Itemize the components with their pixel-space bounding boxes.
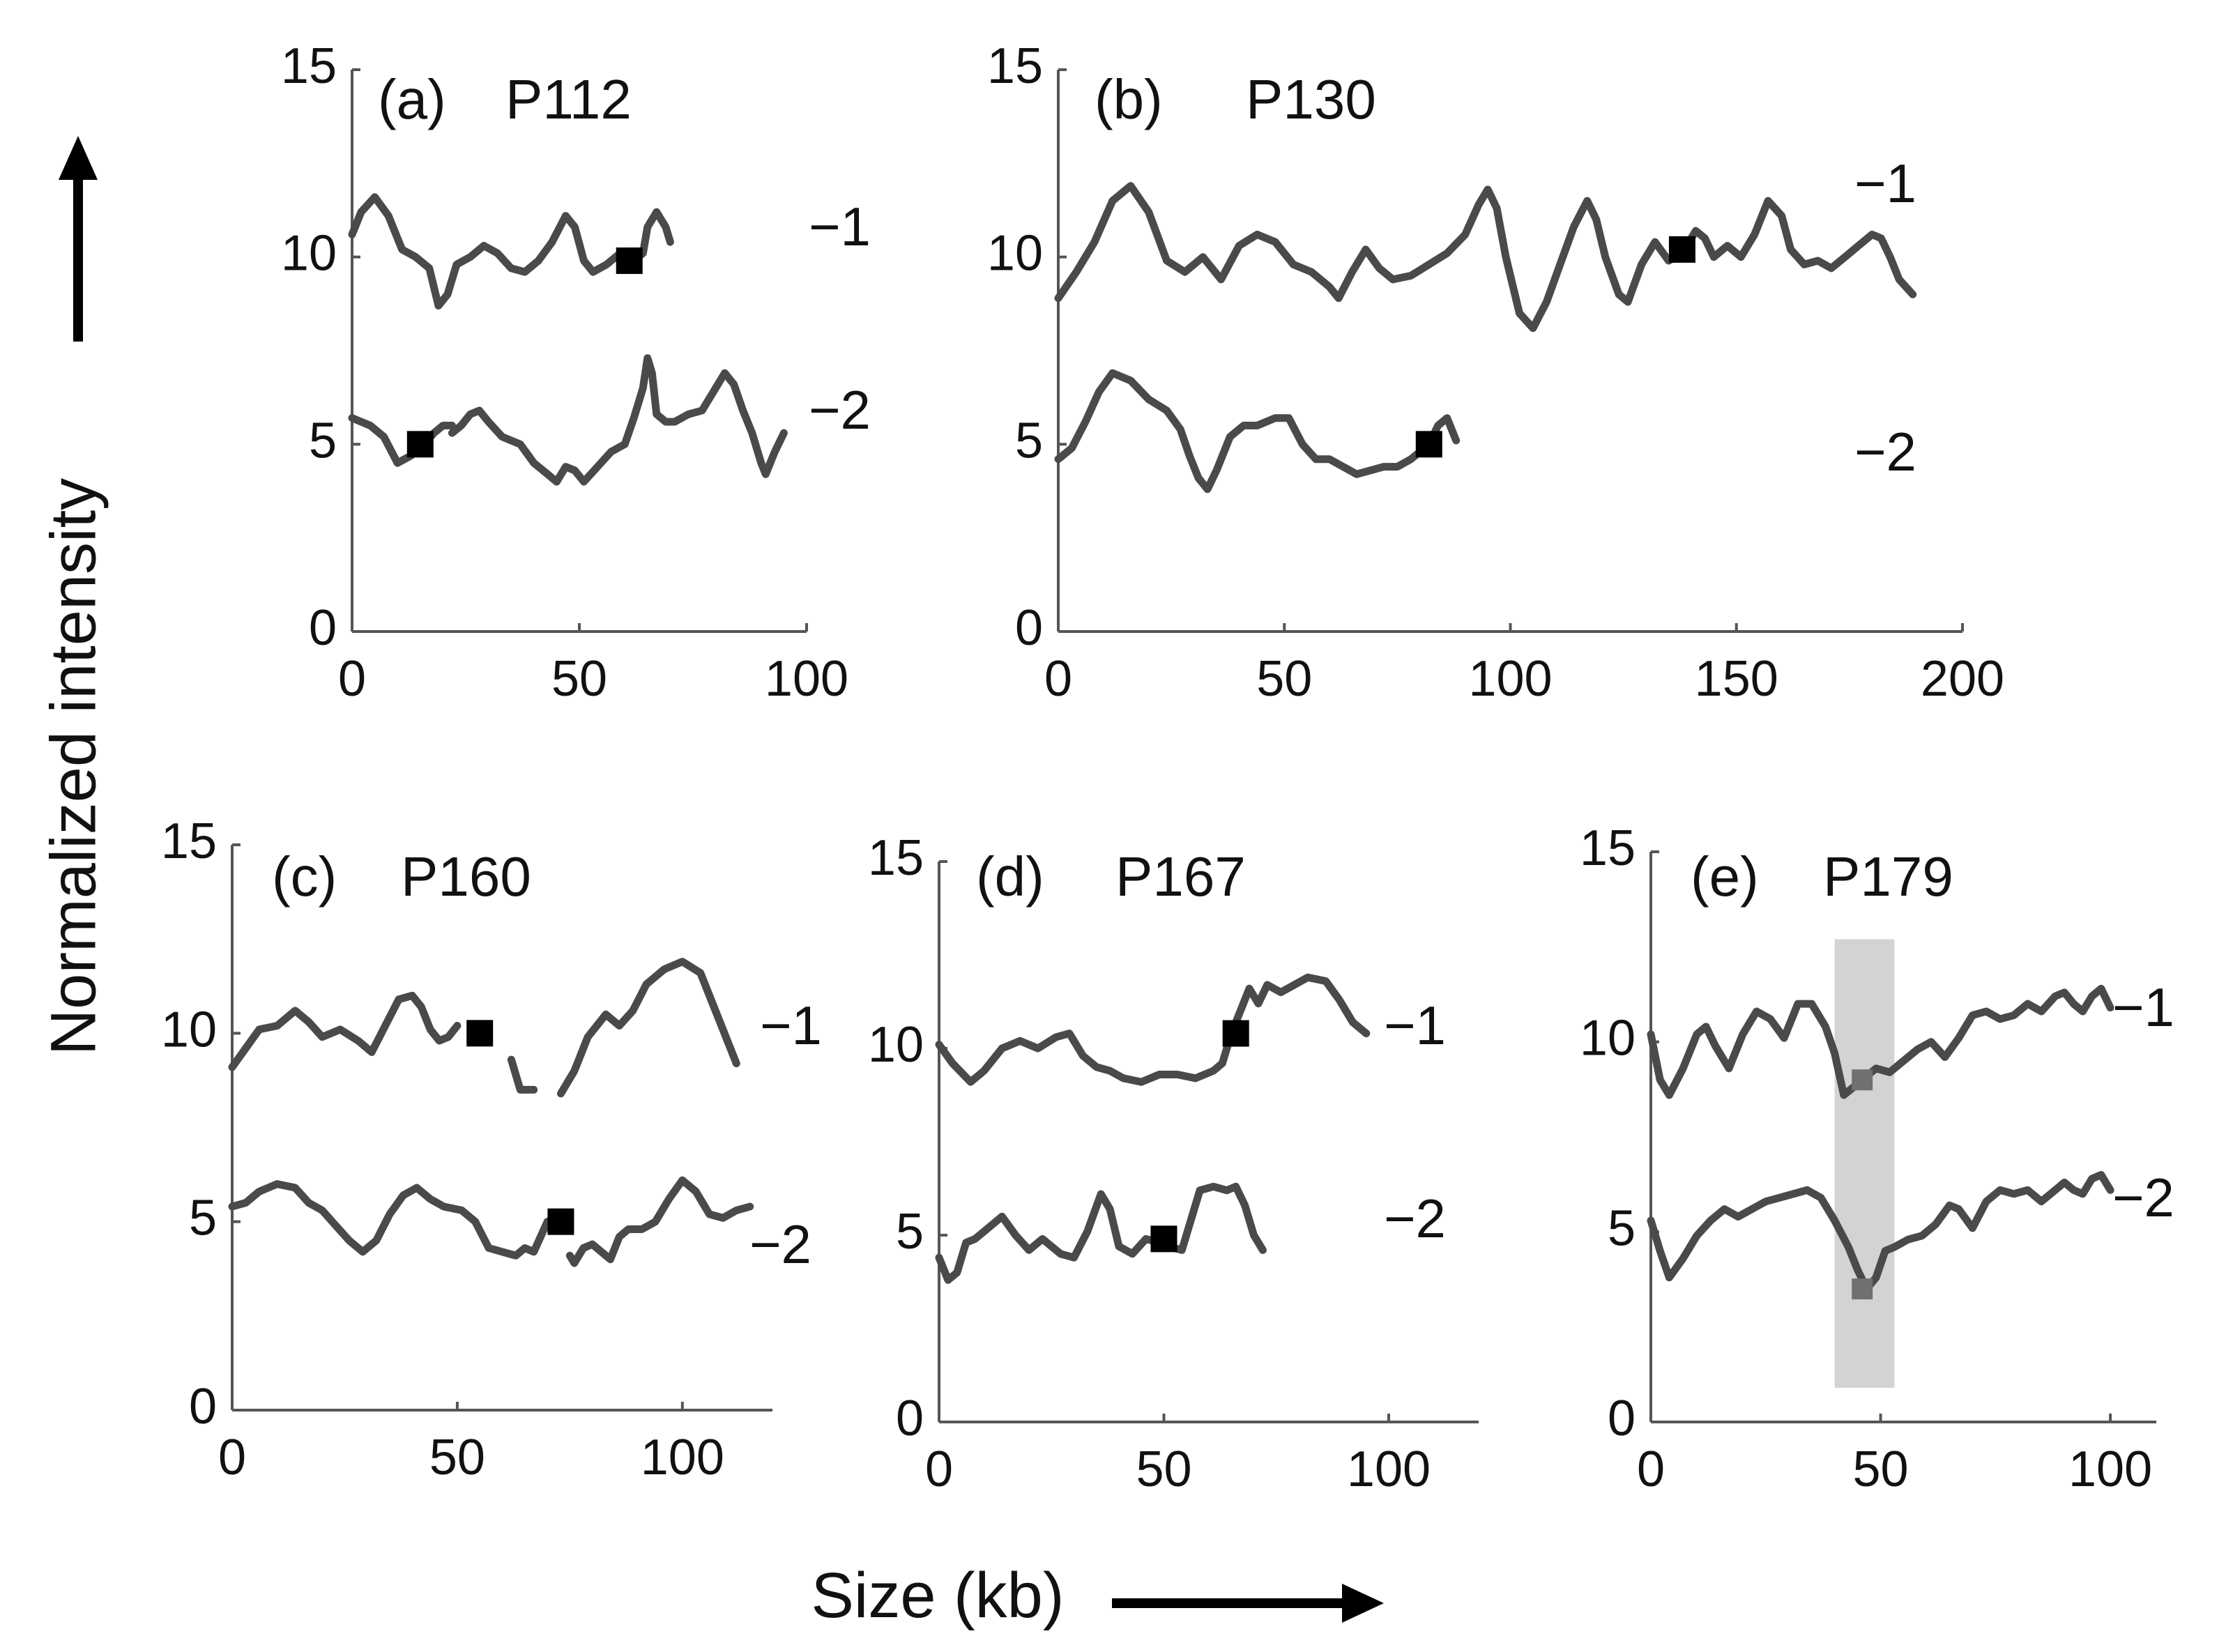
panel-b-x-tick-label: 0: [1044, 651, 1072, 707]
panel-b-label-2: −2: [1854, 421, 1916, 482]
panel-a-trace-2: [348, 414, 456, 467]
panel-e-marker-2: [1852, 1278, 1873, 1300]
panel-b-tag: (b): [1095, 68, 1163, 130]
panel-a-label-1: −1: [809, 196, 871, 257]
panel-e-highlight-band: [1834, 939, 1895, 1388]
panel-c-title: P160: [401, 846, 531, 908]
panel-e-marker-1: [1852, 1069, 1873, 1091]
panel-a-y-tick-label: 15: [281, 38, 337, 94]
panel-e-trace-2: [1647, 1171, 2114, 1293]
panel-e-y-tick-label: 0: [1608, 1391, 1636, 1446]
panel-d-label-1: −1: [1384, 995, 1446, 1056]
x-axis-title-group: Size (kb): [811, 1560, 1384, 1631]
panel-d-marker-2: [1150, 1225, 1177, 1253]
panel-d-x-tick-label: 50: [1136, 1441, 1191, 1497]
panel-a-title: P112: [505, 68, 632, 130]
panel-a-tag: (a): [378, 68, 446, 130]
panel-d-trace-2: [935, 1182, 1267, 1284]
panel-e-y-tick-label: 5: [1608, 1200, 1636, 1256]
panel-d-y-tick-label: 0: [896, 1391, 924, 1446]
panel-a-x-tick-label: 100: [765, 651, 848, 707]
panel-a-x-tick-label: 50: [551, 651, 607, 707]
panel-d-tag: (d): [976, 846, 1044, 908]
panel-a-trace-2: [448, 354, 788, 486]
panel-c-marker-2: [547, 1208, 574, 1235]
panel-b-y-tick-label: 15: [987, 38, 1043, 94]
panel-d: (d) P167 −1 −2: [976, 846, 1446, 1249]
panel-c-y-tick-label: 0: [189, 1379, 217, 1435]
panel-e-y-tick-label: 15: [1580, 820, 1636, 876]
panel-d-label-2: −2: [1384, 1188, 1446, 1249]
panel-b-marker-2: [1415, 431, 1442, 458]
panel-d-y-tick-label: 5: [896, 1204, 924, 1260]
panel-a-y-tick-label: 0: [309, 600, 337, 656]
panel-b-y-tick-label: 10: [987, 226, 1043, 282]
panel-d-y-tick-label: 10: [868, 1017, 924, 1073]
panel-e-x-tick-label: 0: [1637, 1441, 1665, 1497]
x-axis-title: Size (kb): [811, 1560, 1065, 1631]
panel-e-title: P179: [1823, 846, 1953, 908]
panel-c-trace-1: [557, 958, 740, 1098]
panel-e-trace-1: [1647, 984, 2114, 1099]
panel-d-x-tick-label: 0: [925, 1441, 953, 1497]
panel-c-y-tick-label: 5: [189, 1191, 217, 1246]
panel-a: (a) P112 −1 −2: [378, 68, 871, 441]
panel-e-x-tick-label: 100: [2068, 1441, 2152, 1497]
panel-d-y-tick-label: 15: [868, 830, 924, 886]
panel-c-x-tick-label: 0: [218, 1430, 246, 1485]
panel-d-plot: 0 5 10 15 0 50 100: [868, 830, 1479, 1497]
panel-e-x-tick-label: 50: [1852, 1441, 1908, 1497]
panel-a-marker-2: [406, 431, 434, 458]
panel-b-y-tick-label: 5: [1015, 413, 1043, 468]
panel-e-label-1: −1: [2112, 977, 2174, 1038]
panel-c-marker-1: [466, 1020, 494, 1047]
panel-b-label-1: −1: [1854, 153, 1916, 214]
panel-b-trace-2: [1054, 369, 1461, 494]
panel-b-title: P130: [1246, 68, 1376, 130]
panel-e-label-2: −2: [2112, 1167, 2174, 1228]
panel-d-marker-1: [1222, 1020, 1249, 1047]
y-axis-arrowhead: [59, 136, 98, 180]
panel-c: (c) P160 −1 −2: [272, 846, 822, 1275]
panel-c-x-tick-label: 100: [641, 1430, 724, 1485]
y-axis-title: Normalized intensity: [38, 478, 109, 1055]
panel-e-tag: (e): [1691, 846, 1759, 908]
panel-b-marker-1: [1668, 236, 1695, 263]
panel-c-y-tick-label: 10: [161, 1002, 217, 1057]
panel-c-plot: 0 5 10 15 0 50 100: [161, 813, 772, 1485]
panel-d-x-tick-label: 100: [1347, 1441, 1431, 1497]
panel-e: (e) P179 −1 −2: [1691, 846, 2174, 1228]
panel-a-label-2: −2: [809, 379, 871, 441]
panel-c-trace-1: [507, 1055, 538, 1094]
panel-c-trace-2: [565, 1176, 754, 1267]
panel-b-x-tick-label: 100: [1468, 651, 1552, 707]
x-axis-arrowhead: [1342, 1584, 1384, 1623]
panel-c-label-2: −2: [749, 1214, 811, 1275]
panel-c-trace-2: [228, 1180, 561, 1260]
panel-a-x-tick-label: 0: [338, 651, 366, 707]
panel-c-y-tick-label: 15: [161, 813, 217, 869]
panel-c-label-1: −1: [760, 995, 822, 1056]
panel-b: (b) P130 −1 −2: [1095, 68, 1916, 482]
panel-d-title: P167: [1115, 846, 1246, 908]
y-axis-title-group: Normalized intensity: [38, 136, 109, 1055]
panel-c-tag: (c): [272, 846, 337, 908]
panel-e-y-tick-label: 10: [1580, 1011, 1636, 1066]
panel-a-y-tick-label: 10: [281, 226, 337, 282]
panel-a-marker-1: [616, 247, 643, 275]
panel-b-x-tick-label: 150: [1695, 651, 1778, 707]
panel-c-trace-1: [228, 991, 462, 1071]
panel-a-plot: 0 5 10 15 0 50 100: [281, 38, 848, 707]
panel-d-trace-1: [935, 973, 1371, 1086]
panel-b-trace-1: [1054, 182, 1917, 332]
panel-b-x-tick-label: 200: [1921, 651, 2004, 707]
panel-c-x-tick-label: 50: [429, 1430, 485, 1485]
panel-b-y-tick-label: 0: [1015, 600, 1043, 656]
panel-b-x-tick-label: 50: [1256, 651, 1312, 707]
panel-e-plot: 0 5 10 15 0 50 100: [1580, 820, 2156, 1497]
panel-a-y-tick-label: 5: [309, 413, 337, 468]
